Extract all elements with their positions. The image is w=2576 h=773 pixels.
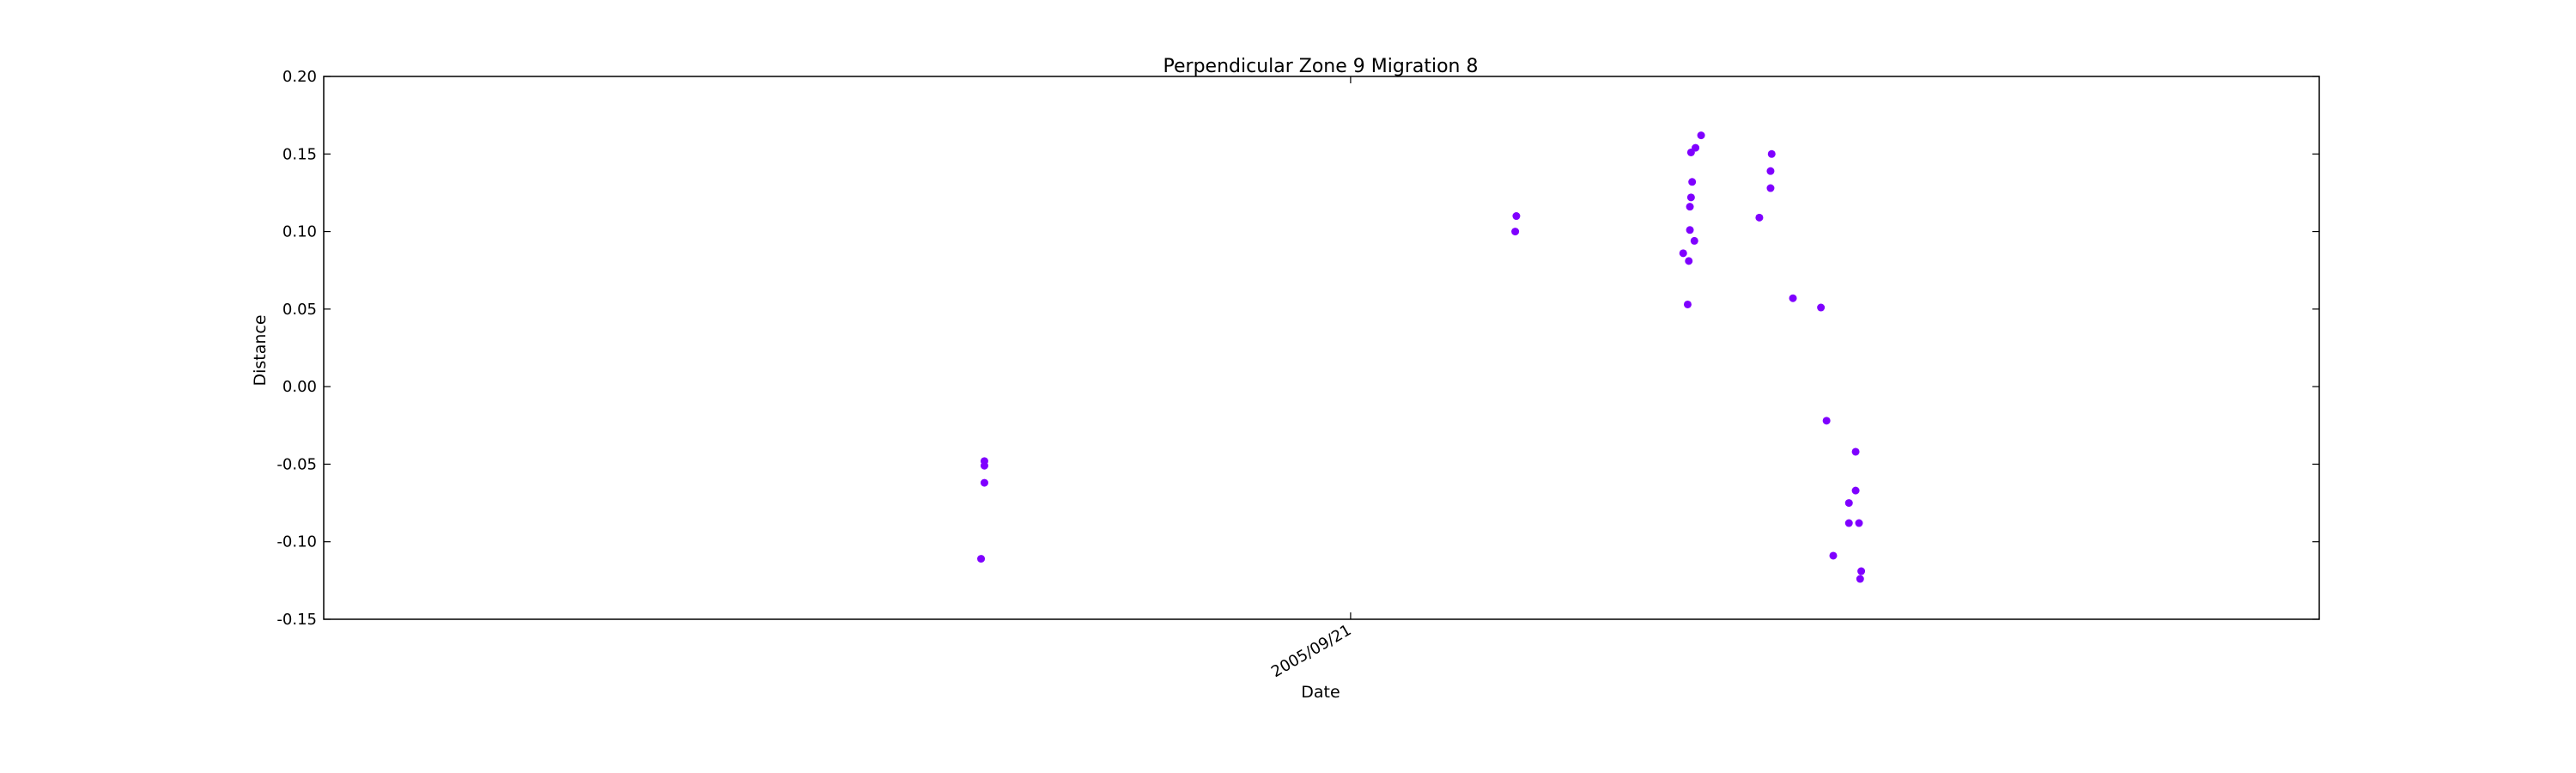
data-points: [977, 131, 1866, 583]
data-point: [980, 461, 988, 470]
y-axis-label: Distance: [251, 314, 270, 386]
plot-frame: [323, 76, 2320, 620]
data-point: [1697, 131, 1705, 140]
y-axis: -0.15 -0.10 -0.05 0.00 0.05 0.10 0.15 0.20: [276, 68, 2319, 629]
data-point: [1844, 519, 1853, 527]
data-point: [1817, 303, 1826, 312]
data-point: [977, 555, 986, 563]
data-point: [1829, 551, 1838, 560]
y-tick-label: -0.15: [276, 611, 317, 629]
data-point: [1686, 226, 1694, 234]
data-point: [1686, 193, 1695, 202]
data-point: [1692, 143, 1700, 152]
data-point: [1767, 149, 1776, 158]
chart-title: Perpendicular Zone 9 Migration 8: [1163, 56, 1479, 77]
data-point: [1683, 300, 1692, 308]
y-tick-label: -0.05: [276, 455, 317, 473]
data-point: [1856, 575, 1864, 583]
data-point: [1766, 184, 1775, 192]
data-point: [1688, 178, 1697, 186]
data-point: [1679, 249, 1687, 258]
y-tick-label: 0.05: [283, 301, 317, 319]
data-point: [980, 478, 988, 487]
y-tick-label: 0.15: [283, 145, 317, 163]
data-point: [1766, 167, 1775, 175]
x-axis-label: Date: [1301, 683, 1340, 702]
data-point: [1857, 567, 1866, 575]
data-point: [1690, 236, 1698, 245]
data-point: [1851, 486, 1860, 495]
y-tick-label: 0.00: [283, 378, 317, 396]
data-point: [1789, 294, 1797, 302]
y-tick-label: 0.20: [283, 68, 317, 86]
y-tick-label: -0.10: [276, 533, 317, 551]
x-axis: 2005/09/21: [1268, 76, 1354, 681]
data-point: [1851, 447, 1860, 456]
data-point: [1844, 499, 1853, 508]
y-tick-label: 0.10: [283, 223, 317, 241]
data-point: [1686, 203, 1694, 211]
data-point: [1512, 212, 1521, 221]
data-point: [1755, 213, 1764, 222]
data-point: [1511, 228, 1520, 236]
data-point: [1822, 417, 1831, 425]
x-tick-label: 2005/09/21: [1268, 621, 1354, 681]
data-point: [1685, 257, 1693, 265]
data-point: [1855, 519, 1863, 527]
